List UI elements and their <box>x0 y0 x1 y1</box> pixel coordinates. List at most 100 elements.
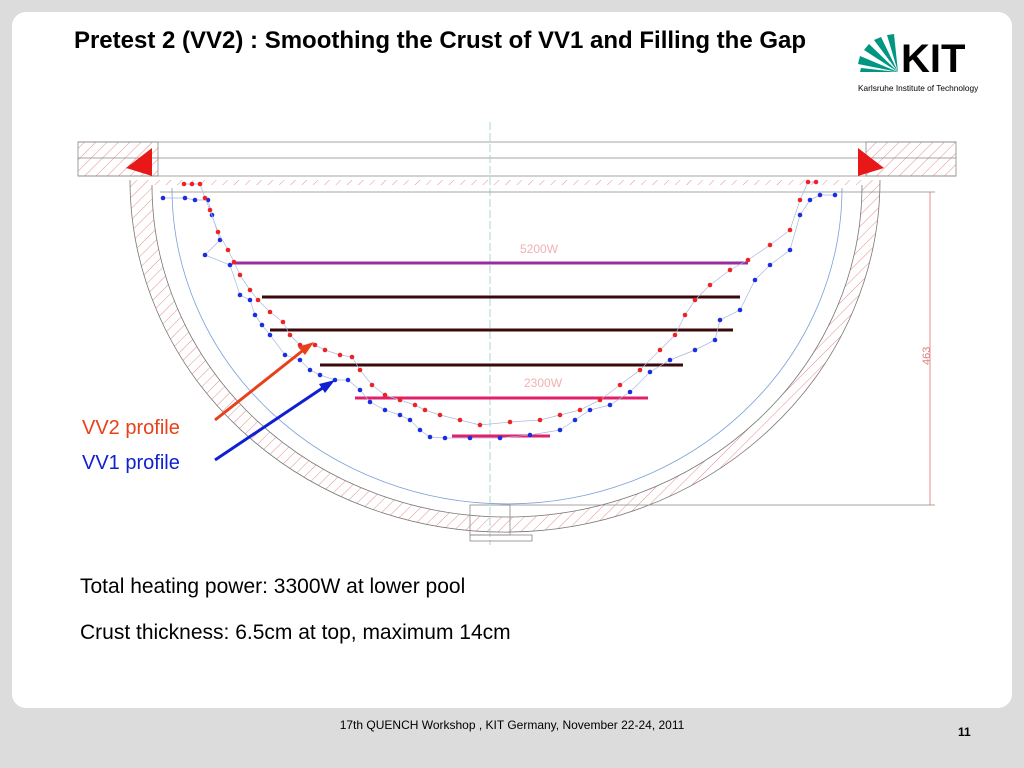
vv1-dot <box>227 262 233 268</box>
vv2-dot <box>557 412 563 418</box>
vv1-dot <box>497 435 503 441</box>
vv2-dot <box>787 227 793 233</box>
vv1-dot <box>767 262 773 268</box>
vv2-dot <box>507 419 513 425</box>
vv2-dot <box>189 181 195 187</box>
vv2-dot <box>457 417 463 423</box>
logo-fan <box>858 34 898 72</box>
vv1-dot <box>752 277 758 283</box>
logo: KIT Karlsruhe Institute of Technology <box>858 34 979 93</box>
vv1-dot <box>817 192 823 198</box>
vv2-dot <box>225 247 231 253</box>
vv2-dot <box>280 319 286 325</box>
vv2-dot <box>231 259 237 265</box>
vv2-dot <box>412 402 418 408</box>
vv2-dot <box>357 367 363 373</box>
profile-dots <box>160 179 838 441</box>
technical-drawing: 5200W 2300W 463 VV2 profile VV1 profile <box>77 122 957 545</box>
logo-mark: KIT <box>901 37 965 81</box>
vv2-dot <box>797 197 803 203</box>
vv2-dot <box>267 309 273 315</box>
body-text: Crust thickness: 6.5cm at top, maximum 1… <box>80 621 511 644</box>
vv2-dot <box>672 332 678 338</box>
vv1-dot <box>797 212 803 218</box>
vv2-dot <box>727 267 733 273</box>
page-number: 11 <box>958 725 971 739</box>
vv2-dot <box>577 407 583 413</box>
vv2-dot <box>369 382 375 388</box>
vv1-dot <box>252 312 258 318</box>
vv2-dot <box>337 352 343 358</box>
body-text: Total heating power: 3300W at lower pool <box>80 575 466 598</box>
vv2-dot <box>397 397 403 403</box>
vv1-dot <box>717 317 723 323</box>
vv1-dot <box>367 399 373 405</box>
vv2-dot <box>287 332 293 338</box>
vv1-dot <box>712 337 718 343</box>
vv2-dot <box>477 422 483 428</box>
vv1-dot <box>247 297 253 303</box>
vv1-dot <box>357 387 363 393</box>
vv2-dot <box>255 297 261 303</box>
vv2-dot <box>637 367 643 373</box>
vv2-label: VV2 profile <box>82 417 180 439</box>
vv1-dot <box>807 197 813 203</box>
vv1-dot <box>307 367 313 373</box>
vv1-dot <box>692 347 698 353</box>
slide-title: Pretest 2 (VV2) : Smoothing the Crust of… <box>73 27 807 54</box>
vv1-dot <box>467 435 473 441</box>
vv2-dot <box>247 287 253 293</box>
vv1-dot <box>527 432 533 438</box>
vv2-dot <box>202 195 208 201</box>
vv1-dot <box>627 389 633 395</box>
vv1-dot <box>297 357 303 363</box>
vv1-dot <box>345 377 351 383</box>
vv2-dot <box>745 257 751 263</box>
vv1-dot <box>832 192 838 198</box>
logo-caption: Karlsruhe Institute of Technology <box>858 83 979 93</box>
vv1-label: VV1 profile <box>82 452 180 474</box>
vv2-dot <box>437 412 443 418</box>
vv2-dot <box>382 392 388 398</box>
vv2-dot <box>707 282 713 288</box>
vv1-dot <box>317 372 323 378</box>
vv2-dot <box>692 297 698 303</box>
footer: 17th QUENCH Workshop , KIT Germany, Nove… <box>339 718 685 732</box>
vv2-dot <box>597 397 603 403</box>
vv2-dot <box>537 417 543 423</box>
vv2-dot <box>322 347 328 353</box>
vv1-dot <box>557 427 563 433</box>
vv2-dot <box>197 181 203 187</box>
vv1-dot <box>202 252 208 258</box>
vv2-dot <box>767 242 773 248</box>
dimension-annotation: 463 <box>921 347 933 365</box>
vv1-dot <box>160 195 166 201</box>
vv1-dot <box>237 292 243 298</box>
vv1-dot <box>787 247 793 253</box>
vv1-dot <box>442 435 448 441</box>
vv1-dot <box>572 417 578 423</box>
vv2-dot <box>237 272 243 278</box>
vv2-dot <box>312 342 318 348</box>
vv2-dot <box>682 312 688 318</box>
vv1-line <box>163 194 835 439</box>
vv2-dot <box>181 181 187 187</box>
vv2-dot <box>805 179 811 185</box>
vv1-dot <box>587 407 593 413</box>
arrows <box>214 342 335 462</box>
vv2-dot <box>215 229 221 235</box>
vv1-dot <box>417 427 423 433</box>
power-annotation: 2300W <box>524 376 563 390</box>
vv1-dot <box>427 434 433 440</box>
vv1-dot <box>607 402 613 408</box>
vv2-dot <box>813 179 819 185</box>
power-annotation: 5200W <box>520 242 559 256</box>
vv2-dot <box>349 354 355 360</box>
vv1-dot <box>217 237 223 243</box>
vv1-dot <box>259 322 265 328</box>
vv1-dot <box>737 307 743 313</box>
vv2-dot <box>617 382 623 388</box>
vv1-dot <box>282 352 288 358</box>
vv1-dot <box>267 332 273 338</box>
vv2-dot <box>422 407 428 413</box>
